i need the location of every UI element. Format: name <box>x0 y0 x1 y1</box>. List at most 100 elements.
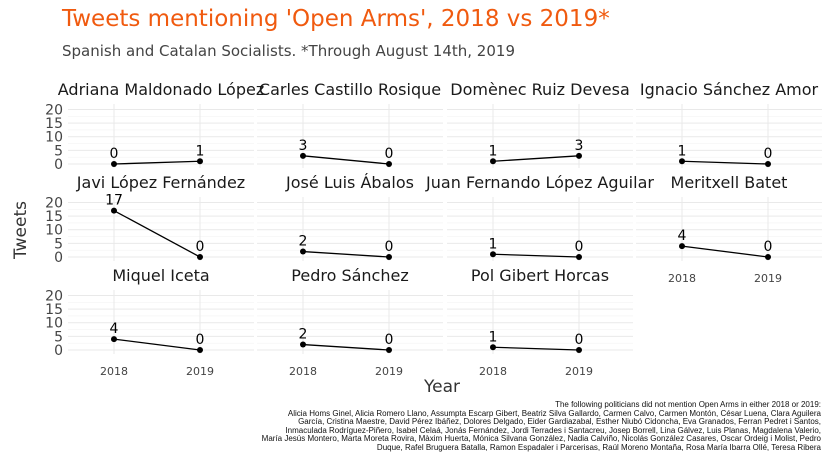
data-label: 1 <box>678 143 687 159</box>
data-label: 0 <box>764 146 773 162</box>
data-label: 3 <box>575 138 584 154</box>
chart-title: Tweets mentioning 'Open Arms', 2018 vs 2… <box>62 6 610 32</box>
data-label: 1 <box>196 143 205 159</box>
x-tick-label: 2019 <box>565 365 593 378</box>
series-line <box>302 250 390 258</box>
x-tick-label: 2018 <box>668 272 696 285</box>
data-label: 0 <box>764 239 773 255</box>
x-tick-label: 2019 <box>375 365 403 378</box>
data-label: 0 <box>385 332 394 348</box>
y-tick-label: 0 <box>54 157 63 173</box>
data-label: 2 <box>299 327 308 343</box>
series-line <box>113 338 201 351</box>
data-label: 0 <box>196 332 205 348</box>
series-line <box>492 346 580 351</box>
series-line <box>302 343 390 351</box>
data-label: 4 <box>110 321 119 337</box>
data-point <box>197 254 203 260</box>
caption: The following politicians did not mentio… <box>121 401 821 453</box>
data-point <box>679 243 685 250</box>
data-label: 0 <box>575 332 584 348</box>
data-point <box>576 152 582 159</box>
y-tick-label: 15 <box>45 116 63 132</box>
series-line <box>492 253 580 258</box>
y-tick-label: 5 <box>54 236 63 252</box>
data-label: 1 <box>489 236 498 252</box>
series-line <box>113 210 201 258</box>
panel-title: Domènec Ruiz Devesa <box>450 80 630 99</box>
y-tick-label: 5 <box>54 329 63 345</box>
x-tick-label: 2018 <box>289 365 317 378</box>
x-tick-label: 2019 <box>186 365 214 378</box>
data-label: 2 <box>299 234 308 250</box>
y-tick-label: 10 <box>45 316 63 332</box>
data-label: 4 <box>678 228 687 244</box>
data-point <box>111 336 117 343</box>
data-label: 3 <box>299 138 308 154</box>
caption-line: Inmaculada Rodríguez-Piñero, Isabel Cela… <box>285 426 821 435</box>
data-label: 17 <box>105 193 123 209</box>
caption-line: García, Cristina Maestre, David Pérez Ib… <box>298 418 821 427</box>
panel-title: Meritxell Batet <box>671 173 788 192</box>
data-label: 0 <box>385 239 394 255</box>
panel-title: Miquel Iceta <box>112 266 209 285</box>
x-tick-label: 2019 <box>754 272 782 285</box>
panel-title: Juan Fernando López Aguilar <box>425 173 654 192</box>
data-point <box>576 254 582 260</box>
panel-title: Pol Gibert Horcas <box>471 266 609 285</box>
x-tick-label: 2018 <box>479 365 507 378</box>
panel-title: Adriana Maldonado López <box>58 80 264 99</box>
x-tick-label: 2018 <box>100 365 128 378</box>
chart-subtitle: Spanish and Catalan Socialists. *Through… <box>62 42 515 60</box>
data-point <box>197 347 203 353</box>
data-point <box>300 152 306 159</box>
data-point <box>386 347 392 353</box>
data-label: 0 <box>110 146 119 162</box>
data-point <box>197 158 203 165</box>
data-point <box>765 161 771 167</box>
y-tick-label: 15 <box>45 209 63 225</box>
data-label: 0 <box>385 146 394 162</box>
caption-line: The following politicians did not mentio… <box>555 401 821 409</box>
data-point <box>300 341 306 348</box>
caption-line: Duque, Rafel Bruguera Batalla, Ramon Esp… <box>376 443 821 452</box>
data-label: 1 <box>489 143 498 159</box>
x-axis-title: Year <box>423 377 460 397</box>
data-label: 0 <box>575 239 584 255</box>
y-tick-label: 0 <box>54 343 63 359</box>
data-point <box>386 254 392 260</box>
y-tick-label: 0 <box>54 250 63 266</box>
data-point <box>111 207 117 214</box>
caption-line: María Jesús Montero, Marta Moreta Rovira… <box>261 435 821 444</box>
series-line <box>302 155 390 165</box>
data-point <box>765 254 771 260</box>
y-tick-label: 5 <box>54 143 63 159</box>
series-line <box>492 155 580 162</box>
caption-line: Alicia Homs Ginel, Alicia Romero Llano, … <box>287 409 821 418</box>
y-tick-label: 20 <box>45 195 63 211</box>
y-axis-title: Tweets <box>11 201 31 260</box>
data-point <box>490 158 496 165</box>
y-tick-label: 15 <box>45 302 63 318</box>
series-line <box>681 160 769 165</box>
series-line <box>681 245 769 258</box>
data-point <box>386 161 392 167</box>
panel-title: Pedro Sánchez <box>291 266 408 285</box>
y-tick-label: 20 <box>45 102 63 118</box>
y-tick-label: 10 <box>45 223 63 239</box>
data-point <box>300 248 306 255</box>
data-label: 1 <box>489 329 498 345</box>
data-point <box>111 161 117 167</box>
panel-title: Javi López Fernández <box>76 173 245 192</box>
panel-title: Carles Castillo Rosique <box>259 80 441 99</box>
data-point <box>576 347 582 353</box>
panel-title: José Luis Ábalos <box>285 173 414 192</box>
data-point <box>679 158 685 165</box>
y-tick-label: 10 <box>45 130 63 146</box>
data-point <box>490 251 496 258</box>
panel-title: Ignacio Sánchez Amor <box>640 80 819 99</box>
y-tick-label: 20 <box>45 288 63 304</box>
data-label: 0 <box>196 239 205 255</box>
data-point <box>490 344 496 351</box>
